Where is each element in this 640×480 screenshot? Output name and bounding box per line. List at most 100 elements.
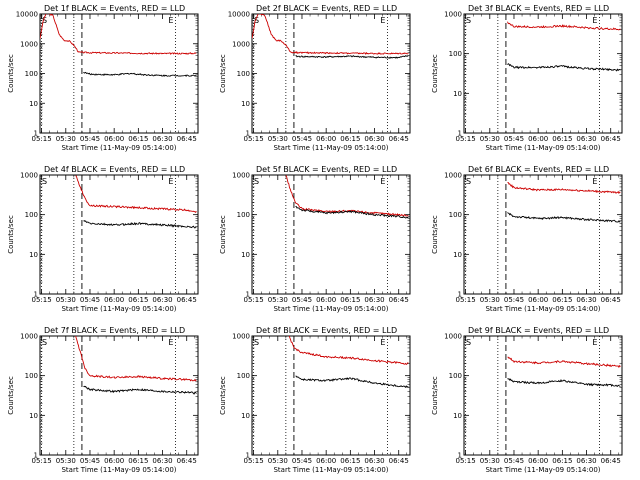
x-tick-label: 06:00 <box>528 457 548 465</box>
plot-frame <box>251 174 411 295</box>
x-tick-label: 05:45 <box>504 457 524 465</box>
y-tick-label: 100 <box>237 70 250 78</box>
x-tick-label: 05:15 <box>32 296 52 304</box>
y-axis-label: Counts/sec <box>219 54 227 93</box>
series-lld-line <box>285 175 409 217</box>
x-axis-label: Start Time (11-May-09 05:14:00) <box>61 466 176 474</box>
y-tick-label: 100 <box>25 211 38 219</box>
panel-title: Det 3f BLACK = Events, RED = LLD <box>468 4 609 13</box>
x-tick-label: 06:00 <box>104 135 124 143</box>
x-tick-label: 05:30 <box>56 296 76 304</box>
x-tick-label: 06:45 <box>389 457 409 465</box>
y-tick-label: 10 <box>453 251 462 259</box>
y-tick-label: 1000 <box>444 11 462 19</box>
y-tick-label: 100 <box>449 211 462 219</box>
y-tick-label: 1000 <box>444 333 462 341</box>
end-marker-e: E <box>380 338 385 347</box>
x-tick-label: 06:15 <box>340 457 360 465</box>
start-marker-s: S <box>466 177 471 186</box>
plot-frame <box>251 13 411 134</box>
x-tick-label: 05:45 <box>80 135 100 143</box>
panel-title: Det 8f BLACK = Events, RED = LLD <box>256 326 397 335</box>
y-tick-label: 10 <box>29 412 38 420</box>
y-tick-label: 1 <box>246 452 250 460</box>
x-tick-label: 06:45 <box>389 296 409 304</box>
series-lld-line <box>75 336 197 382</box>
plot-frame <box>463 174 623 295</box>
x-tick-label: 05:15 <box>456 457 476 465</box>
panel-title: Det 2f BLACK = Events, RED = LLD <box>256 4 397 13</box>
x-axis-label: Start Time (11-May-09 05:14:00) <box>485 144 600 152</box>
x-tick-label: 05:30 <box>480 296 500 304</box>
x-tick-label: 06:15 <box>552 135 572 143</box>
plot-frame <box>463 13 623 134</box>
series-events-line <box>507 63 621 72</box>
x-tick-label: 05:30 <box>480 457 500 465</box>
y-tick-label: 100 <box>25 372 38 380</box>
series-lld-line <box>75 175 197 213</box>
x-tick-label: 06:15 <box>128 296 148 304</box>
y-axis-label: Counts/sec <box>431 54 439 93</box>
y-axis-label: Counts/sec <box>431 376 439 415</box>
panel-det-1: Det 1f BLACK = Events, RED = LLD 1 10 100 10… <box>7 4 199 152</box>
end-marker-e: E <box>168 16 173 25</box>
x-tick-label: 06:15 <box>552 457 572 465</box>
plot-frame <box>39 174 199 295</box>
x-axis-label: Start Time (11-May-09 05:14:00) <box>61 305 176 313</box>
y-tick-label: 1 <box>458 130 462 138</box>
x-tick-label: 05:15 <box>456 135 476 143</box>
end-marker-e: E <box>592 338 597 347</box>
start-marker-s: S <box>466 16 471 25</box>
y-tick-label: 100 <box>449 50 462 58</box>
x-tick-label: 06:30 <box>364 296 384 304</box>
x-axis-label: Start Time (11-May-09 05:14:00) <box>485 466 600 474</box>
x-tick-label: 06:45 <box>601 135 621 143</box>
y-tick-label: 10 <box>453 412 462 420</box>
x-tick-label: 06:30 <box>364 135 384 143</box>
x-tick-label: 06:00 <box>316 457 336 465</box>
y-tick-label: 10000 <box>16 11 38 19</box>
x-tick-label: 06:45 <box>389 135 409 143</box>
x-tick-label: 06:30 <box>576 457 596 465</box>
panel-det-4: Det 4f BLACK = Events, RED = LLD 1 10 100 10… <box>7 165 199 313</box>
x-axis-label: Start Time (11-May-09 05:14:00) <box>273 144 388 152</box>
x-tick-label: 06:15 <box>552 296 572 304</box>
end-marker-e: E <box>592 177 597 186</box>
x-tick-label: 06:00 <box>104 457 124 465</box>
y-tick-label: 1000 <box>232 172 250 180</box>
panel-title: Det 1f BLACK = Events, RED = LLD <box>44 4 185 13</box>
x-tick-label: 06:30 <box>152 457 172 465</box>
panel-det-3: Det 3f BLACK = Events, RED = LLD 1 10 100 10… <box>431 4 623 152</box>
panel-title: Det 7f BLACK = Events, RED = LLD <box>44 326 185 335</box>
y-axis-label: Counts/sec <box>219 376 227 415</box>
x-axis-label: Start Time (11-May-09 05:14:00) <box>273 466 388 474</box>
x-tick-label: 05:45 <box>504 296 524 304</box>
x-tick-label: 06:45 <box>177 135 197 143</box>
y-tick-label: 100 <box>25 70 38 78</box>
end-marker-e: E <box>380 16 385 25</box>
panel-det-8: Det 8f BLACK = Events, RED = LLD 1 10 100 10… <box>219 326 411 474</box>
end-marker-e: E <box>380 177 385 186</box>
start-marker-s: S <box>254 338 259 347</box>
x-tick-label: 06:15 <box>128 457 148 465</box>
y-tick-label: 1000 <box>232 333 250 341</box>
y-tick-label: 1 <box>34 452 38 460</box>
panel-det-6: Det 6f BLACK = Events, RED = LLD 1 10 100 10… <box>431 165 623 313</box>
x-tick-label: 06:00 <box>316 135 336 143</box>
series-lld-line <box>507 21 621 31</box>
series-events-line <box>507 378 621 388</box>
y-tick-label: 10 <box>241 412 250 420</box>
y-axis-label: Counts/sec <box>7 54 15 93</box>
x-tick-label: 06:00 <box>528 135 548 143</box>
end-marker-e: E <box>168 338 173 347</box>
series-lld-line <box>40 14 197 55</box>
x-tick-label: 06:30 <box>152 296 172 304</box>
start-marker-s: S <box>42 177 47 186</box>
x-tick-label: 06:15 <box>128 135 148 143</box>
y-tick-label: 10000 <box>228 11 250 19</box>
series-lld-line <box>288 336 409 365</box>
y-tick-label: 10 <box>29 100 38 108</box>
y-tick-label: 1000 <box>20 40 38 48</box>
x-tick-label: 05:15 <box>244 457 264 465</box>
x-tick-label: 05:45 <box>80 296 100 304</box>
